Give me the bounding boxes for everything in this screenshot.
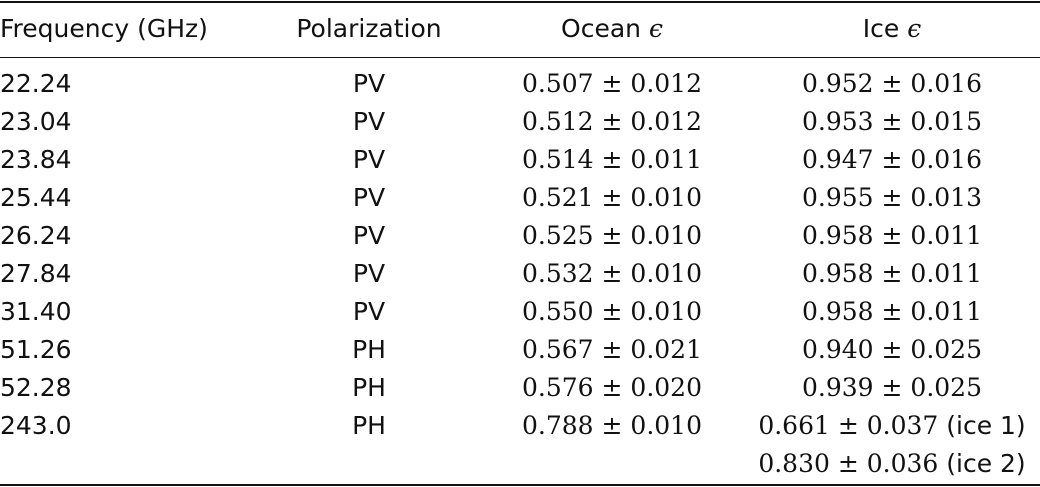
table-row: 0.830 ± 0.036 (ice 2)	[0, 445, 1040, 483]
ice-value: 0.952 ± 0.016	[802, 69, 982, 98]
ice-emissivity-cell: 0.958 ± 0.011	[744, 217, 1040, 255]
ice-value: 0.953 ± 0.015	[802, 107, 982, 136]
header-polarization: Polarization	[296, 14, 442, 43]
polarization-cell: PH	[352, 373, 386, 402]
header-ocean-symbol: ϵ	[648, 14, 663, 43]
table-row: 23.04 PV 0.512 ± 0.012 0.953 ± 0.015	[0, 103, 1040, 141]
header-ocean-label: Ocean	[561, 14, 641, 43]
frequency-cell: 23.04	[0, 107, 72, 136]
table-row: 25.44 PV 0.521 ± 0.010 0.955 ± 0.013	[0, 179, 1040, 217]
ice-emissivity-cell: 0.958 ± 0.011	[744, 293, 1040, 331]
ice-note: (ice 2)	[946, 449, 1026, 478]
polarization-cell	[260, 445, 478, 483]
ice-emissivity-cell: 0.830 ± 0.036 (ice 2)	[744, 445, 1040, 483]
ice-value: 0.939 ± 0.025	[802, 373, 982, 402]
bottom-rule	[0, 484, 1040, 486]
ice-value: 0.958 ± 0.011	[802, 259, 982, 288]
frequency-cell: 52.28	[0, 373, 72, 402]
frequency-cell: 22.24	[0, 69, 72, 98]
ice-emissivity-cell: 0.939 ± 0.025	[744, 369, 1040, 407]
table-row: 22.24 PV 0.507 ± 0.012 0.952 ± 0.016	[0, 65, 1040, 103]
table-row: 23.84 PV 0.514 ± 0.011 0.947 ± 0.016	[0, 141, 1040, 179]
header-ocean: Ocean ϵ	[480, 10, 744, 48]
ocean-emissivity-cell: 0.507 ± 0.012	[522, 69, 702, 98]
top-rule	[0, 1, 1040, 3]
polarization-cell: PV	[352, 221, 386, 250]
ocean-emissivity-cell: 0.576 ± 0.020	[522, 373, 702, 402]
ice-emissivity-cell: 0.955 ± 0.013	[744, 179, 1040, 217]
polarization-cell: PH	[352, 335, 386, 364]
ice-emissivity-cell: 0.953 ± 0.015	[744, 103, 1040, 141]
ice-emissivity-cell: 0.952 ± 0.016	[744, 65, 1040, 103]
ice-emissivity-cell: 0.940 ± 0.025	[744, 331, 1040, 369]
polarization-cell: PV	[352, 183, 386, 212]
frequency-cell: 31.40	[0, 297, 72, 326]
ice-value: 0.940 ± 0.025	[802, 335, 982, 364]
frequency-cell: 243.0	[0, 411, 72, 440]
table-row: 243.0 PH 0.788 ± 0.010 0.661 ± 0.037 (ic…	[0, 407, 1040, 445]
header-rule	[0, 57, 1040, 58]
header-ice: Ice ϵ	[744, 10, 1040, 48]
ocean-emissivity-cell: 0.567 ± 0.021	[522, 335, 702, 364]
table-row: 26.24 PV 0.525 ± 0.010 0.958 ± 0.011	[0, 217, 1040, 255]
table-row: 52.28 PH 0.576 ± 0.020 0.939 ± 0.025	[0, 369, 1040, 407]
table-row: 51.26 PH 0.567 ± 0.021 0.940 ± 0.025	[0, 331, 1040, 369]
frequency-cell: 27.84	[0, 259, 72, 288]
ocean-emissivity-cell: 0.550 ± 0.010	[522, 297, 702, 326]
ice-value: 0.958 ± 0.011	[802, 221, 982, 250]
table-row: 31.40 PV 0.550 ± 0.010 0.958 ± 0.011	[0, 293, 1040, 331]
frequency-cell	[0, 445, 240, 483]
ocean-emissivity-cell: 0.788 ± 0.010	[522, 411, 702, 440]
ocean-emissivity-cell	[480, 445, 744, 483]
polarization-cell: PV	[352, 107, 386, 136]
frequency-cell: 25.44	[0, 183, 72, 212]
ocean-emissivity-cell: 0.532 ± 0.010	[522, 259, 702, 288]
ice-note: (ice 1)	[946, 411, 1026, 440]
header-frequency: Frequency (GHz)	[0, 14, 208, 43]
ice-emissivity-cell: 0.958 ± 0.011	[744, 255, 1040, 293]
ice-value: 0.958 ± 0.011	[802, 297, 982, 326]
ice-emissivity-cell: 0.947 ± 0.016	[744, 141, 1040, 179]
polarization-cell: PV	[352, 297, 386, 326]
ocean-emissivity-cell: 0.514 ± 0.011	[522, 145, 702, 174]
ice-value: 0.830 ± 0.036	[758, 449, 939, 478]
frequency-cell: 23.84	[0, 145, 72, 174]
ice-emissivity-cell: 0.661 ± 0.037 (ice 1)	[744, 407, 1040, 445]
ocean-emissivity-cell: 0.521 ± 0.010	[522, 183, 702, 212]
frequency-cell: 26.24	[0, 221, 72, 250]
header-ice-symbol: ϵ	[907, 14, 922, 43]
ice-value: 0.661 ± 0.037	[758, 411, 939, 440]
polarization-cell: PV	[352, 145, 386, 174]
ice-value: 0.947 ± 0.016	[802, 145, 982, 174]
polarization-cell: PV	[352, 259, 386, 288]
header-ice-label: Ice	[862, 14, 900, 43]
header-row: Frequency (GHz) Polarization Ocean ϵ Ice…	[0, 10, 1040, 48]
polarization-cell: PH	[352, 411, 386, 440]
ocean-emissivity-cell: 0.525 ± 0.010	[522, 221, 702, 250]
ocean-emissivity-cell: 0.512 ± 0.012	[522, 107, 702, 136]
ice-value: 0.955 ± 0.013	[802, 183, 982, 212]
table-row: 27.84 PV 0.532 ± 0.010 0.958 ± 0.011	[0, 255, 1040, 293]
polarization-cell: PV	[352, 69, 386, 98]
frequency-cell: 51.26	[0, 335, 72, 364]
